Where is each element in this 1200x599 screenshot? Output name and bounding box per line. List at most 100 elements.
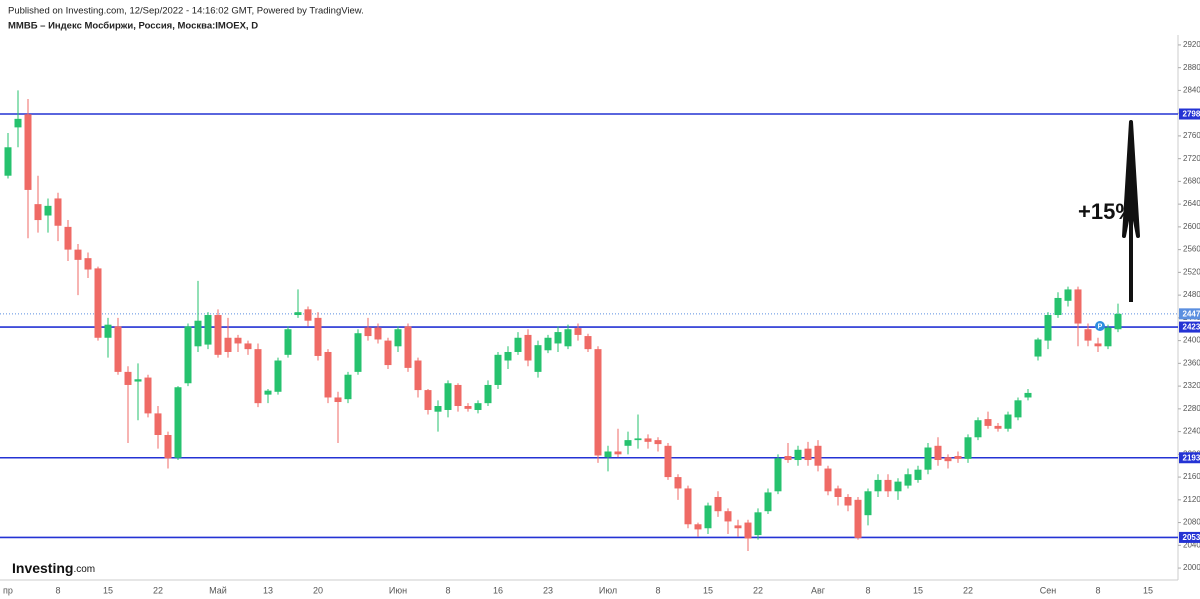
y-tick-label: 2040.00 bbox=[1183, 540, 1200, 549]
y-tick-label: 2240.00 bbox=[1183, 427, 1200, 436]
candle-body bbox=[1114, 313, 1122, 330]
candle-body bbox=[104, 324, 112, 338]
candle-body bbox=[84, 258, 92, 270]
last-price-label: 2447.07 bbox=[1183, 309, 1200, 318]
candle-body bbox=[224, 337, 232, 352]
candle-body bbox=[714, 496, 722, 512]
candle-body bbox=[924, 447, 932, 470]
candle-body bbox=[24, 114, 32, 190]
candle-body bbox=[424, 390, 432, 410]
instrument-title: ММВБ – Индекс Мосбиржи, Россия, Москва:I… bbox=[8, 21, 258, 32]
candle-body bbox=[244, 343, 252, 350]
candle-body bbox=[274, 360, 282, 392]
x-tick-label: 22 bbox=[963, 585, 973, 595]
candle-body bbox=[454, 384, 462, 406]
candle-body bbox=[164, 435, 172, 459]
y-tick-label: 2280.00 bbox=[1183, 404, 1200, 413]
candle-body bbox=[724, 511, 732, 522]
y-tick-label: 2360.00 bbox=[1183, 358, 1200, 367]
candle-body bbox=[174, 387, 182, 458]
arrow bbox=[1122, 120, 1140, 302]
candle-body bbox=[554, 332, 562, 344]
candle-body bbox=[94, 268, 102, 338]
x-tick-label: 8 bbox=[445, 585, 450, 595]
y-tick-label: 2320.00 bbox=[1183, 381, 1200, 390]
candle-body bbox=[504, 351, 512, 361]
level-label: 2423.82 bbox=[1183, 323, 1200, 332]
candle-body bbox=[954, 456, 962, 459]
candle-body bbox=[704, 505, 712, 529]
candle-body bbox=[574, 328, 582, 335]
candle-body bbox=[294, 312, 302, 316]
candle-body bbox=[804, 448, 812, 461]
level-label: 2193.99 bbox=[1183, 453, 1200, 462]
x-tick-label: 8 bbox=[55, 585, 60, 595]
candle-body bbox=[344, 374, 352, 400]
x-tick-label: Июн bbox=[389, 585, 407, 595]
candle-body bbox=[514, 337, 522, 352]
candle-body bbox=[1014, 400, 1022, 418]
candle-body bbox=[394, 329, 402, 347]
candle-body bbox=[304, 309, 312, 321]
x-tick-label: 16 bbox=[493, 585, 503, 595]
y-tick-label: 2480.00 bbox=[1183, 290, 1200, 299]
y-tick-label: 2640.00 bbox=[1183, 199, 1200, 208]
marker: P bbox=[1095, 321, 1105, 331]
x-tick-label: 15 bbox=[703, 585, 713, 595]
level-label: 2053.90 bbox=[1183, 533, 1200, 542]
level-label-box bbox=[1179, 452, 1200, 464]
candle-body bbox=[784, 456, 792, 461]
x-tick-label: 15 bbox=[913, 585, 923, 595]
x-tick-label: Май bbox=[209, 585, 227, 595]
y-tick-label: 2560.00 bbox=[1183, 245, 1200, 254]
candle-body bbox=[124, 371, 132, 385]
candle-body bbox=[364, 327, 372, 337]
x-tick-label: 22 bbox=[153, 585, 163, 595]
candle-body bbox=[1074, 289, 1082, 324]
candle-body bbox=[684, 488, 692, 525]
logo-suffix: .com bbox=[73, 564, 95, 575]
marker-label: P bbox=[1098, 323, 1103, 330]
candle-body bbox=[694, 524, 702, 530]
candle-body bbox=[64, 226, 72, 250]
candle-body bbox=[884, 479, 892, 492]
candle-body bbox=[444, 383, 452, 410]
candle-body bbox=[194, 320, 202, 347]
logo-main: Investing bbox=[12, 560, 73, 576]
candle-body bbox=[14, 118, 22, 128]
candle-body bbox=[44, 205, 52, 216]
candle-body bbox=[544, 337, 552, 351]
candle-body bbox=[674, 477, 682, 489]
candle-body bbox=[904, 474, 912, 486]
x-tick-label: 15 bbox=[1143, 585, 1153, 595]
marker-dot bbox=[1095, 321, 1105, 331]
candle-body bbox=[214, 315, 222, 355]
candle-body bbox=[964, 437, 972, 459]
candle-body bbox=[864, 491, 872, 516]
candle-body bbox=[754, 512, 762, 536]
candle-body bbox=[1064, 289, 1072, 301]
candle-body bbox=[834, 488, 842, 497]
candle-body bbox=[264, 390, 272, 395]
candle-body bbox=[644, 438, 652, 442]
candle-body bbox=[974, 420, 982, 438]
candle-body bbox=[854, 499, 862, 538]
candle-body bbox=[734, 525, 742, 529]
x-tick-label: 23 bbox=[543, 585, 553, 595]
candle-body bbox=[34, 204, 42, 221]
candle-body bbox=[1094, 343, 1102, 347]
candle-body bbox=[434, 406, 442, 412]
candle-body bbox=[634, 438, 642, 441]
published-note: Published on Investing.com, 12/Sep/2022 … bbox=[8, 6, 364, 17]
candle-body bbox=[894, 481, 902, 492]
plot bbox=[0, 90, 1178, 551]
candle-body bbox=[484, 384, 492, 404]
candle-body bbox=[334, 397, 342, 403]
candle-body bbox=[584, 336, 592, 350]
last-price-box bbox=[1179, 308, 1200, 320]
x-tick-label: Авг bbox=[811, 585, 826, 595]
y-tick-label: 2120.00 bbox=[1183, 495, 1200, 504]
candle-body bbox=[1004, 414, 1012, 429]
candle-body bbox=[354, 333, 362, 372]
x-tick-label: 15 bbox=[103, 585, 113, 595]
